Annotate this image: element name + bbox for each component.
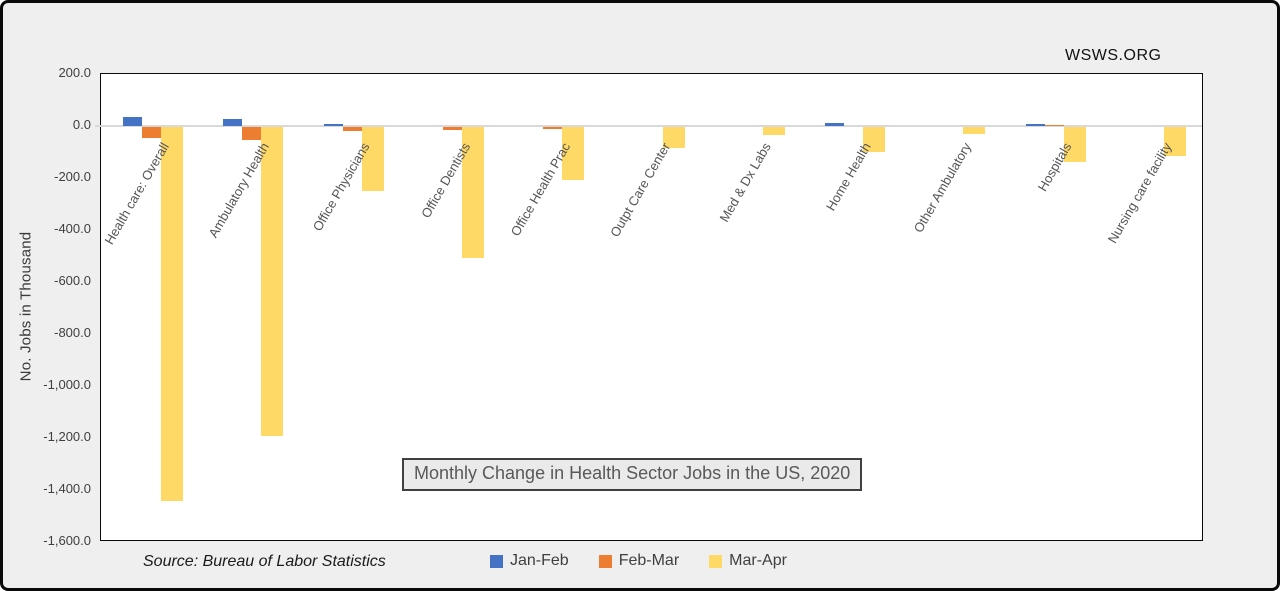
legend-swatch-icon <box>490 554 503 568</box>
watermark-text: WSWS.ORG <box>1065 47 1162 64</box>
bar-mar-apr <box>762 127 785 135</box>
y-axis-tick: 200.0 <box>58 65 91 80</box>
legend-swatch-icon <box>709 554 723 568</box>
bar-mar-apr <box>662 127 685 148</box>
category-label: Hospitals <box>1034 140 1075 194</box>
category-label: Outpt Care Center <box>607 140 674 240</box>
bar-feb-mar <box>543 127 563 130</box>
legend-label: Jan-Feb <box>510 552 569 569</box>
chart-title: Monthly Change in Health Sector Jobs in … <box>402 458 863 491</box>
y-axis-title: No. Jobs in Thousand <box>17 231 35 382</box>
bar-feb-mar <box>242 127 262 140</box>
legend-swatch-icon <box>598 554 612 568</box>
source-note: Source: Bureau of Labor Statistics <box>143 553 386 570</box>
bar-jan-feb <box>1025 123 1045 126</box>
bar-jan-feb <box>825 123 845 126</box>
category-label: Nursing care facility <box>1105 140 1175 246</box>
y-axis-tick: -400.0 <box>54 221 91 236</box>
category-label: Home Health <box>823 140 875 214</box>
y-axis-tick: 0.0 <box>72 117 91 132</box>
bar-mar-apr <box>863 127 886 152</box>
y-axis-tick: -1,200.0 <box>43 429 91 444</box>
category-label: Other Ambulatory <box>910 140 975 236</box>
bar-feb-mar <box>1044 125 1064 126</box>
bar-mar-apr <box>1163 127 1186 156</box>
bar-feb-mar <box>342 127 362 131</box>
bar-mar-apr <box>161 127 184 502</box>
legend-label: Mar-Apr <box>729 552 787 569</box>
y-axis-tick: -600.0 <box>54 273 91 288</box>
legend: Jan-Feb Feb-Mar Mar-Apr <box>490 552 787 570</box>
bar-jan-feb <box>223 118 243 126</box>
legend-item-jan-feb: Jan-Feb <box>490 552 569 570</box>
bar-mar-apr <box>562 127 585 181</box>
bar-feb-mar <box>142 127 162 139</box>
category-label: Med & Dx Labs <box>716 140 774 225</box>
legend-label: Feb-Mar <box>618 552 680 569</box>
legend-item-feb-mar: Feb-Mar <box>598 552 680 570</box>
y-axis-tick: -200.0 <box>54 169 91 184</box>
legend-item-mar-apr: Mar-Apr <box>709 552 787 570</box>
zero-gridline <box>95 125 1202 127</box>
y-axis-tick: -1,600.0 <box>43 533 91 548</box>
bar-mar-apr <box>1063 127 1086 163</box>
bar-feb-mar <box>442 127 462 131</box>
y-axis-tick: -1,400.0 <box>43 481 91 496</box>
bar-mar-apr <box>461 127 484 258</box>
bar-mar-apr <box>361 127 384 191</box>
bar-jan-feb <box>123 116 143 126</box>
y-axis-tick: -1,000.0 <box>43 377 91 392</box>
bar-mar-apr <box>963 127 986 134</box>
bar-jan-feb <box>323 123 343 126</box>
bar-mar-apr <box>261 127 284 437</box>
category-label: Office Health Prac <box>507 140 574 239</box>
y-axis-tick: -800.0 <box>54 325 91 340</box>
